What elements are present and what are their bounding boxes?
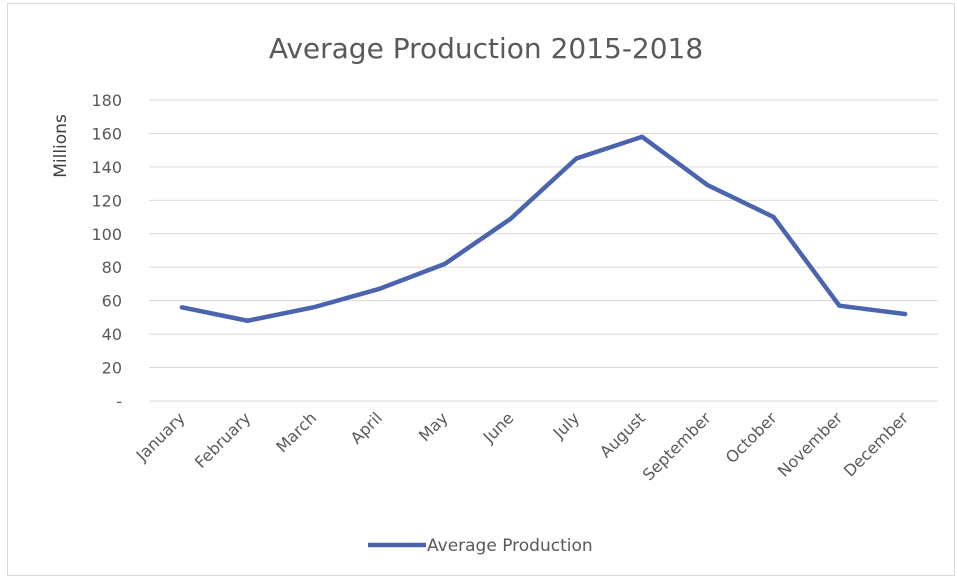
y-tick-label: 20 [102,359,122,378]
legend: Average Production [368,536,593,556]
y-tick-label: 120 [91,191,122,210]
y-axis-ticks: - 20 40 60 80 100 120 140 160 180 [91,91,122,411]
y-axis-label: Millions [51,114,71,178]
x-tick-label: June [479,408,518,447]
y-tick-label: 180 [91,91,122,110]
x-tick-label: November [774,408,847,481]
x-tick-label: August [596,408,649,461]
x-tick-label: May [415,408,452,445]
y-tick-label: 40 [102,325,122,344]
x-tick-label: January [132,408,189,465]
x-tick-label: September [639,408,715,484]
y-tick-label: 100 [91,225,122,244]
x-tick-label: July [549,408,583,442]
y-tick-label: 60 [102,292,122,311]
x-axis-ticks: January February March April May June July Augu… [132,408,913,484]
legend-label: Average Production [427,536,593,556]
x-tick-label: April [347,408,386,447]
chart-frame [7,3,955,576]
series-line [179,134,908,323]
y-tick-label: 160 [91,124,122,143]
y-tick-label: 80 [102,258,122,277]
x-tick-label: March [272,408,320,456]
gridlines [149,99,938,402]
y-tick-label: - [116,392,122,411]
y-tick-label: 140 [91,158,122,177]
x-tick-label: October [722,408,781,467]
chart-title: Average Production 2015-2018 [269,32,703,65]
series-layer [179,134,908,323]
x-tick-label: February [191,408,255,472]
x-tick-label: December [840,408,912,480]
